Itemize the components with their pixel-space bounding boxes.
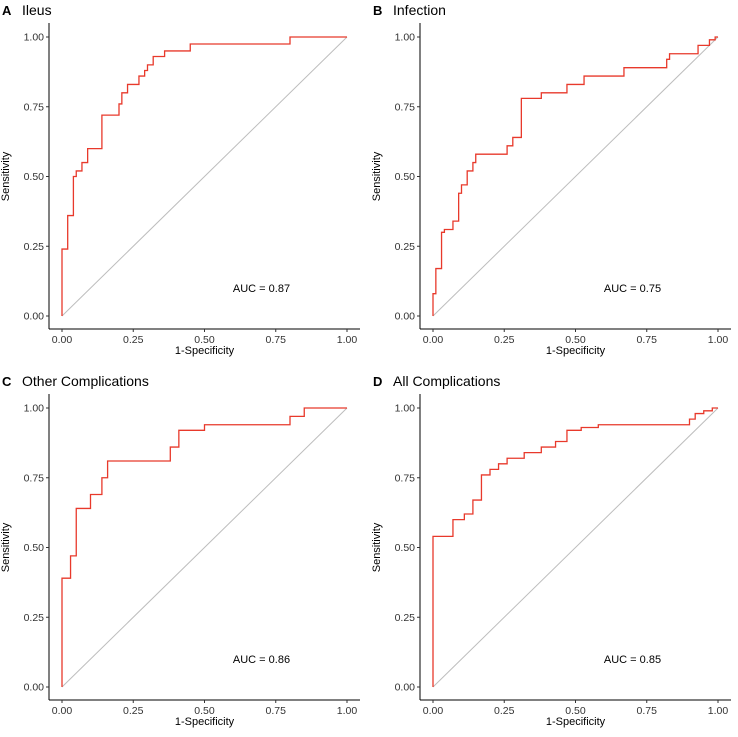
x-tick-label: 0.50 [565,705,586,717]
y-tick-label: 1.00 [395,403,416,415]
y-tick-label: 0.75 [395,472,416,484]
y-tick-label: 0.50 [24,542,45,554]
x-tick-label: 0.25 [123,334,144,346]
panel-title: All Complications [393,373,500,389]
reference-line [61,36,348,317]
reference-line [432,407,719,688]
x-tick-label: 0.50 [194,334,215,346]
x-tick-label: 0.25 [123,705,144,717]
y-tick-label: 0.75 [24,101,45,113]
x-tick-label: 0.75 [266,705,287,717]
y-axis-title: Sensitivity [0,522,12,572]
y-tick-label: 0.00 [395,682,416,694]
y-tick-label: 0.50 [395,542,416,554]
roc-curve [61,407,347,687]
y-tick-label: 1.00 [24,403,45,415]
y-tick-label: 0.25 [24,241,45,253]
auc-label: AUC = 0.75 [604,283,661,295]
y-tick-label: 0.25 [395,612,416,624]
panel-letter: C [2,374,12,389]
x-axis-title: 1-Specificity [175,345,235,357]
panel-letter: A [2,3,12,18]
y-tick-label: 0.75 [395,101,416,113]
x-tick-label: 0.50 [565,334,586,346]
panel-b: B Infection 0.00 0.25 0.50 0.75 1.00 0.00 0.25 0.… [371,2,731,357]
auc-label: AUC = 0.87 [233,283,290,295]
x-tick-label: 0.75 [266,334,287,346]
y-axis-title: Sensitivity [0,151,12,201]
x-tick-label: 1.00 [708,705,729,717]
x-tick-label: 0.00 [52,334,73,346]
y-axis-title: Sensitivity [371,151,383,201]
x-tick-label: 1.00 [337,334,358,346]
panel-a: A Ileus 0.00 0.25 0.50 0.75 1.00 0.00 0.25 0.50 0.… [0,2,360,357]
panel-title: Ileus [22,2,52,18]
x-tick-label: 1.00 [708,334,729,346]
roc-curve [432,36,718,316]
y-tick-label: 0.00 [24,682,45,694]
y-tick-label: 0.75 [24,472,45,484]
y-tick-label: 0.50 [24,171,45,183]
auc-label: AUC = 0.85 [604,654,661,666]
panel-title: Other Complications [22,373,149,389]
y-tick-label: 0.25 [395,241,416,253]
panel-c: C Other Complications 0.00 0.25 0.50 0.75 1.00… [0,373,360,728]
y-tick-label: 0.00 [24,311,45,323]
panel-letter: B [373,3,382,18]
panel-letter: D [373,374,382,389]
roc-curve [432,407,718,687]
y-tick-label: 1.00 [395,32,416,44]
x-tick-label: 0.00 [52,705,73,717]
panel-title: Infection [393,2,446,18]
reference-line [61,407,348,688]
y-tick-label: 1.00 [24,32,45,44]
auc-label: AUC = 0.86 [233,654,290,666]
x-tick-label: 0.50 [194,705,215,717]
x-tick-label: 0.25 [494,334,515,346]
y-tick-label: 0.25 [24,612,45,624]
x-tick-label: 1.00 [337,705,358,717]
x-axis-title: 1-Specificity [175,716,235,728]
y-tick-label: 0.50 [395,171,416,183]
panel-d: D All Complications 0.00 0.25 0.50 0.75 1.00 0.… [371,373,731,728]
x-tick-label: 0.75 [637,334,658,346]
x-tick-label: 0.00 [423,334,444,346]
roc-curve [61,36,347,316]
x-tick-label: 0.75 [637,705,658,717]
x-axis-title: 1-Specificity [546,716,606,728]
x-tick-label: 0.25 [494,705,515,717]
y-tick-label: 0.00 [395,311,416,323]
y-axis-title: Sensitivity [371,522,383,572]
reference-line [432,36,719,317]
x-tick-label: 0.00 [423,705,444,717]
x-axis-title: 1-Specificity [546,345,606,357]
